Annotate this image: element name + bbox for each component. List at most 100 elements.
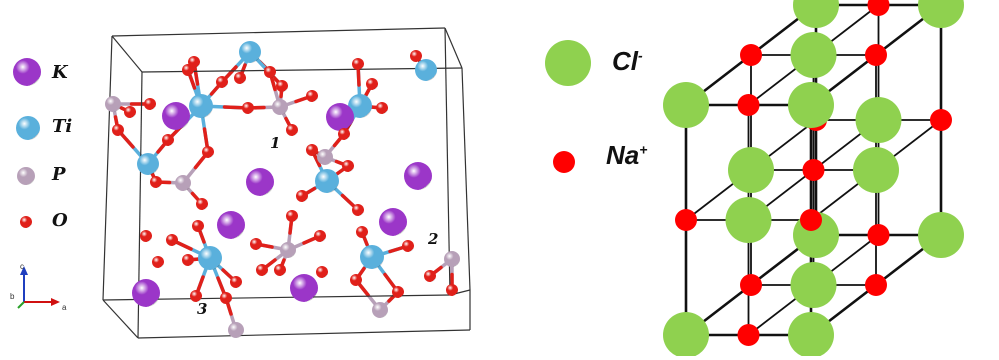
left-legend <box>13 58 41 228</box>
oxygen-atom <box>150 176 162 188</box>
site-label-3: 3 <box>197 300 208 318</box>
oxygen-atom <box>350 274 362 286</box>
oxygen-atom <box>402 240 414 252</box>
na-symbol: Na <box>606 140 640 170</box>
legend-marker-o <box>20 216 32 228</box>
phosphorus-atom <box>228 322 244 338</box>
axis-b-line <box>17 301 25 309</box>
oxygen-atom <box>306 144 318 156</box>
titanium-atom <box>137 153 159 175</box>
axis-label-c: c <box>20 262 24 271</box>
oxygen-atom <box>190 290 202 302</box>
atom-layer <box>105 41 460 338</box>
cell-edge <box>461 67 471 291</box>
potassium-atom <box>404 162 432 190</box>
legend-marker-k <box>13 58 41 86</box>
cl-symbol: Cl <box>612 46 638 76</box>
oxygen-atom <box>366 78 378 90</box>
oxygen-atom <box>140 230 152 242</box>
phosphorus-atom <box>105 96 121 112</box>
oxygen-atom <box>250 238 262 250</box>
legend-label-o: O <box>52 210 68 231</box>
cell-edge <box>137 329 471 339</box>
oxygen-atom <box>446 284 458 296</box>
oxygen-atom <box>314 230 326 242</box>
oxygen-atom <box>316 266 328 278</box>
sodium-ion <box>865 44 887 66</box>
titanium-atom <box>315 169 339 193</box>
chloride-ion <box>663 82 709 128</box>
titanium-atom <box>198 246 222 270</box>
oxygen-atom <box>202 146 214 158</box>
cell-edge <box>444 27 451 296</box>
legend-label-p: P <box>52 164 66 185</box>
sodium-ion <box>737 324 760 346</box>
potassium-atom <box>326 103 354 131</box>
oxygen-atom <box>274 264 286 276</box>
oxygen-atom <box>392 286 404 298</box>
titanium-atom <box>239 41 261 63</box>
legend-marker-ti <box>16 116 40 140</box>
titanium-atom <box>189 94 213 118</box>
oxygen-atom <box>234 72 246 84</box>
oxygen-atom <box>352 204 364 216</box>
legend-label-k: K <box>52 62 68 83</box>
chloride-ion <box>725 197 772 243</box>
site-label-1: 1 <box>270 134 281 152</box>
oxygen-atom <box>256 264 268 276</box>
titanium-atom <box>348 94 372 118</box>
potassium-atom <box>162 102 190 130</box>
oxygen-atom <box>424 270 436 282</box>
oxygen-atom <box>112 124 124 136</box>
oxygen-atom <box>216 76 228 88</box>
chloride-ion <box>853 147 899 193</box>
oxygen-atom <box>296 190 308 202</box>
legend-marker-na <box>553 151 575 173</box>
phosphorus-atom <box>175 175 191 191</box>
potassium-atom <box>379 208 407 236</box>
right-legend <box>545 40 591 173</box>
sodium-ion <box>740 274 762 296</box>
oxygen-atom <box>124 106 136 118</box>
titanium-atom <box>415 59 437 81</box>
axis-label-b: b <box>10 292 15 301</box>
chloride-ion <box>728 147 774 193</box>
chloride-ion <box>918 212 964 258</box>
oxygen-atom <box>144 98 156 110</box>
oxygen-atom <box>376 102 388 114</box>
cell-edge <box>102 35 113 301</box>
potassium-atom <box>132 279 160 307</box>
nacl-lattice <box>663 0 964 358</box>
potassium-atom <box>246 168 274 196</box>
potassium-atom <box>290 274 318 302</box>
oxygen-atom <box>192 220 204 232</box>
sodium-ion <box>675 209 697 231</box>
oxygen-atom <box>276 80 288 92</box>
na-charge: + <box>639 141 648 158</box>
oxygen-atom <box>166 234 178 246</box>
axis-indicator <box>17 266 60 309</box>
potassium-atom <box>217 211 245 239</box>
oxygen-atom <box>342 160 354 172</box>
sodium-ion <box>865 274 887 296</box>
axis-label-a: a <box>62 303 67 312</box>
unit-cell-box <box>102 27 471 339</box>
oxygen-atom <box>286 210 298 222</box>
cl-charge: - <box>638 47 643 64</box>
oxygen-atom <box>264 66 276 78</box>
oxygen-atom <box>196 198 208 210</box>
phosphorus-atom <box>444 251 460 267</box>
chloride-ion <box>788 312 834 358</box>
sodium-ion <box>930 109 952 131</box>
chloride-ion <box>918 0 964 28</box>
sodium-ion <box>867 0 890 16</box>
oxygen-atom <box>356 226 368 238</box>
cell-edge <box>444 27 463 69</box>
oxygen-atom <box>286 124 298 136</box>
phosphorus-atom <box>372 302 388 318</box>
cell-edge <box>141 67 463 73</box>
oxygen-atom <box>352 58 364 70</box>
sodium-ion <box>802 159 825 181</box>
legend-label-ti: Ti <box>52 116 73 137</box>
oxygen-atom <box>242 102 254 114</box>
